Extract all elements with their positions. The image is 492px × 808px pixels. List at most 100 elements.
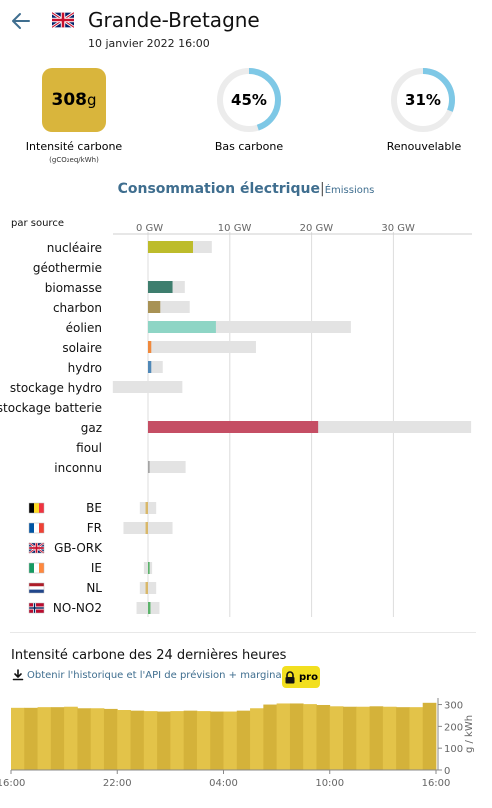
pro-label: pro — [299, 671, 318, 683]
history-bar[interactable] — [90, 708, 105, 770]
history-bar[interactable] — [64, 706, 78, 770]
renewable-value: 31% — [405, 91, 441, 109]
history-bar[interactable] — [11, 707, 25, 770]
production-chart: par source 0 GW 10 GW 20 GW 30 GW nucléaire gé… — [0, 218, 472, 617]
history-bar[interactable] — [130, 710, 145, 770]
history-bar[interactable] — [276, 703, 291, 770]
history-bar[interactable] — [382, 706, 397, 770]
x-tick-label: 30 GW — [381, 223, 415, 234]
renewable-ring[interactable] — [390, 67, 456, 133]
exchange-bar-fr[interactable] — [145, 522, 148, 534]
history-bar[interactable] — [303, 704, 317, 770]
par-source-label: par source — [11, 218, 64, 229]
nl-flag-icon — [28, 582, 45, 594]
history-bar[interactable] — [263, 704, 278, 770]
source-label-fioul: fioul — [76, 441, 102, 455]
low-carbon-label: Bas carbone — [214, 140, 284, 153]
flag-border — [28, 602, 45, 614]
flag-border — [28, 582, 45, 594]
source-label-geothermie: géothermie — [33, 261, 102, 275]
y-tick-label: 100 — [444, 744, 463, 755]
exchange-bar-no-no2[interactable] — [148, 602, 151, 614]
history-bar[interactable] — [396, 707, 410, 770]
source-label-stockage-hydro: stockage hydro — [10, 381, 102, 395]
history-bar[interactable] — [369, 706, 384, 770]
production-bar-solaire[interactable] — [148, 341, 152, 353]
consumption-tab[interactable]: Consommation électrique — [117, 181, 320, 197]
low-carbon-ring[interactable] — [216, 67, 282, 133]
history-bar[interactable] — [24, 707, 38, 770]
history-bar[interactable] — [250, 708, 264, 770]
download-icon — [12, 669, 24, 681]
y-tick-label: 300 — [444, 701, 463, 712]
flag-stripe — [34, 503, 39, 513]
emissions-tab[interactable]: Émissions — [324, 185, 375, 196]
history-bar[interactable] — [236, 710, 251, 770]
history-bar[interactable] — [356, 706, 370, 770]
exchange-bar-ie[interactable] — [148, 562, 150, 574]
history-bar[interactable] — [223, 711, 238, 770]
low-carbon-value: 45% — [231, 91, 267, 109]
history-bar[interactable] — [289, 703, 304, 770]
history-bar[interactable] — [343, 706, 357, 770]
source-label-eolien: éolien — [66, 321, 102, 335]
exchange-label-fr: FR — [87, 521, 102, 535]
metrics-row: 308 g Intensité carbone (gCO₂eq/kWh) 45% … — [0, 62, 492, 172]
pro-badge[interactable]: pro — [282, 666, 320, 688]
production-bar-biomasse[interactable] — [148, 281, 173, 293]
capacity-bar-inconnu[interactable] — [148, 461, 186, 473]
history-bar[interactable] — [50, 707, 65, 770]
capacity-bar-stockage-hydro[interactable] — [112, 381, 183, 393]
history-title: Intensité carbone des 24 dernières heure… — [11, 648, 287, 663]
history-bar[interactable] — [196, 711, 211, 770]
history-bar[interactable] — [422, 702, 437, 770]
gb-flag-icon — [52, 12, 74, 28]
history-api-link-text: Obtenir l'historique et l'API de prévisi… — [27, 669, 285, 681]
capacity-bar-hydro[interactable] — [148, 361, 163, 373]
production-bar-inconnu[interactable] — [148, 461, 150, 473]
history-bar[interactable] — [329, 706, 344, 770]
be-flag-icon — [28, 502, 45, 514]
history-bar[interactable] — [316, 704, 331, 770]
history-bar[interactable] — [117, 710, 131, 770]
history-bar[interactable] — [210, 711, 224, 770]
flag-stripe — [29, 503, 34, 513]
carbon-intensity-box[interactable]: 308 g — [42, 68, 106, 132]
section-divider — [10, 632, 476, 633]
carbon-intensity-label: Intensité carbone — [25, 140, 123, 153]
exchange-bar-be[interactable] — [145, 502, 148, 514]
capacity-bar-solaire[interactable] — [148, 341, 256, 353]
exchange-label-gb-ork: GB-ORK — [54, 541, 103, 555]
no-flag-icon — [28, 602, 45, 614]
flag-border — [28, 522, 45, 534]
history-bar[interactable] — [77, 708, 92, 770]
history-bar[interactable] — [103, 708, 118, 770]
exchange-label-ie: IE — [91, 561, 102, 575]
production-bar-gaz[interactable] — [148, 421, 319, 433]
history-bar[interactable] — [37, 707, 52, 770]
history-api-link[interactable]: Obtenir l'historique et l'API de prévisi… — [12, 669, 284, 681]
tab-separator: | — [319, 181, 325, 197]
production-bar-eolien[interactable] — [148, 321, 216, 333]
history-bar[interactable] — [157, 711, 171, 770]
source-label-stockage-batterie: stockage batterie — [0, 401, 102, 415]
source-label-nucleaire: nucléaire — [47, 241, 102, 255]
history-bar[interactable] — [143, 711, 158, 770]
x-tick-label: 16:00 — [0, 778, 25, 789]
exchange-bar-nl[interactable] — [145, 582, 148, 594]
exchange-label-nl: NL — [86, 581, 102, 595]
flag-stripe — [39, 523, 44, 533]
y-tick-label: 200 — [444, 722, 463, 733]
x-tick-label: 10:00 — [315, 778, 344, 789]
carbon-intensity-unit-label: (gCO₂eq/kWh) — [49, 156, 99, 164]
history-bar[interactable] — [170, 711, 185, 770]
history-bar[interactable] — [409, 707, 424, 770]
back-arrow-icon[interactable] — [8, 8, 34, 34]
production-bar-hydro[interactable] — [148, 361, 152, 373]
history-bar[interactable] — [183, 710, 198, 770]
production-bar-charbon[interactable] — [148, 301, 161, 313]
zone-title: Grande-Bretagne — [88, 8, 260, 32]
source-label-biomasse: biomasse — [45, 281, 102, 295]
production-bar-nucleaire[interactable] — [148, 241, 193, 253]
x-tick-label: 22:00 — [103, 778, 132, 789]
